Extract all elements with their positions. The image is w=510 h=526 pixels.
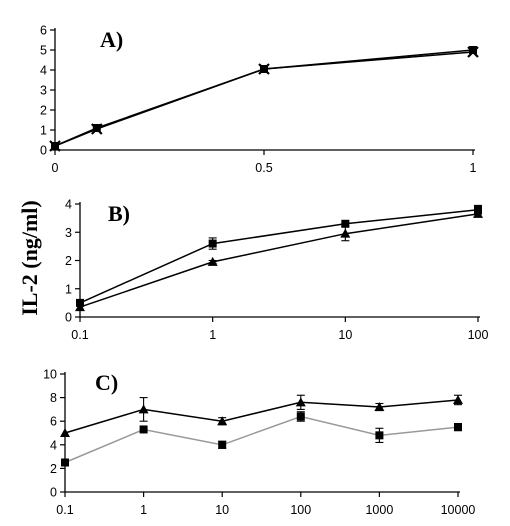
data-point <box>61 458 69 467</box>
x-tick-label: 0.1 <box>71 328 88 342</box>
series-line <box>64 399 459 434</box>
panel-label: B) <box>108 201 130 226</box>
panel-label: A) <box>100 27 123 52</box>
series-line <box>54 49 474 147</box>
data-point <box>60 428 70 437</box>
x-tick-label: 1 <box>470 161 477 175</box>
data-point <box>340 228 351 238</box>
x-tick-label: 10 <box>338 328 352 342</box>
panel-1: 0 1 2 3 4 5 6 0 0.5 1 A) <box>40 24 479 175</box>
series-line <box>54 51 474 147</box>
data-point <box>139 425 148 434</box>
x-tick-label: 1000 <box>365 503 393 517</box>
y-tick-label: 8 <box>50 391 57 405</box>
data-point <box>469 46 477 54</box>
y-tick-label: 6 <box>40 24 47 38</box>
y-axis-label: IL-2 (ng/ml) <box>17 200 42 316</box>
x-tick-label: 100 <box>468 328 489 342</box>
panel-2: 0 1 2 3 4 0.1 1 10 100 B) <box>65 198 488 343</box>
series-line <box>79 208 479 304</box>
data-point <box>454 423 462 432</box>
x-tick-label: 1 <box>140 503 147 517</box>
data-point <box>296 412 305 421</box>
y-tick-label: 3 <box>65 226 72 240</box>
data-point <box>375 431 384 440</box>
x-tick-label: 0.1 <box>56 503 73 517</box>
y-tick-label: 2 <box>40 104 47 118</box>
series-line <box>79 213 479 308</box>
data-point <box>208 239 217 248</box>
panel-3: 0 2 4 6 8 10 0.1 1 10 100 1000 10000 C) <box>43 368 475 518</box>
x-tick-label: 100 <box>290 503 311 517</box>
data-point <box>49 140 61 152</box>
data-point <box>218 440 227 449</box>
data-point <box>207 256 218 266</box>
panel-label: C) <box>95 370 118 395</box>
y-tick-label: 4 <box>40 64 47 78</box>
series-line <box>64 415 459 464</box>
data-point <box>341 219 350 228</box>
y-tick-label: 0 <box>40 144 47 158</box>
y-tick-label: 4 <box>50 438 57 452</box>
y-tick-label: 6 <box>50 415 57 429</box>
x-tick-label: 0.5 <box>255 161 272 175</box>
y-tick-label: 5 <box>40 44 47 58</box>
data-point <box>75 302 85 312</box>
y-tick-label: 2 <box>50 462 57 476</box>
data-point <box>295 397 306 407</box>
data-point <box>453 394 463 404</box>
y-tick-label: 4 <box>65 198 72 212</box>
data-point <box>374 402 385 412</box>
x-tick-label: 10 <box>215 503 229 517</box>
y-tick-label: 10 <box>43 368 57 382</box>
y-tick-label: 1 <box>40 124 47 138</box>
data-point <box>467 46 479 58</box>
data-point <box>138 404 149 414</box>
y-tick-label: 0 <box>50 486 57 500</box>
y-tick-label: 3 <box>40 84 47 98</box>
x-tick-label: 1 <box>209 328 216 342</box>
x-tick-label: 0 <box>52 161 59 175</box>
y-tick-label: 2 <box>65 254 72 268</box>
data-point <box>473 208 483 218</box>
data-point <box>217 416 228 426</box>
data-point <box>258 63 270 75</box>
y-tick-label: 1 <box>65 282 72 296</box>
x-tick-label: 10000 <box>441 503 476 517</box>
data-point <box>91 123 103 135</box>
y-tick-label: 0 <box>65 311 72 325</box>
